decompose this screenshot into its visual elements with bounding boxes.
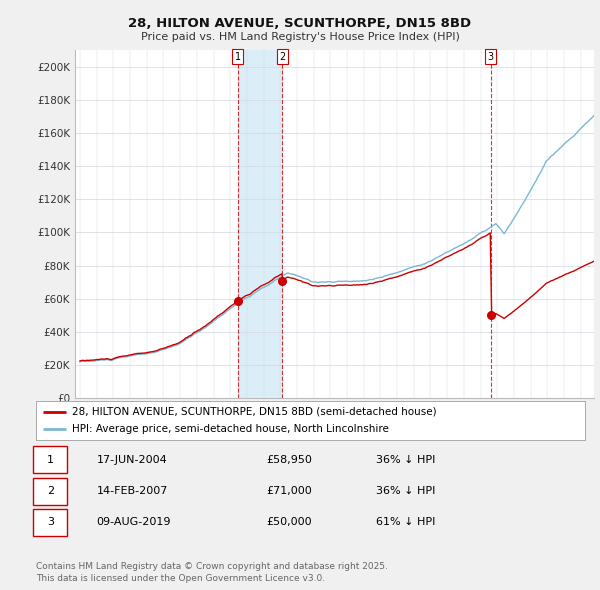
Text: £50,000: £50,000 xyxy=(266,517,312,527)
Text: 17-JUN-2004: 17-JUN-2004 xyxy=(97,455,167,465)
Text: 2: 2 xyxy=(279,52,286,62)
Text: 61% ↓ HPI: 61% ↓ HPI xyxy=(376,517,436,527)
FancyBboxPatch shape xyxy=(33,509,67,536)
Text: 3: 3 xyxy=(47,517,54,527)
Text: 3: 3 xyxy=(488,52,494,62)
Text: 36% ↓ HPI: 36% ↓ HPI xyxy=(376,455,436,465)
Text: £58,950: £58,950 xyxy=(266,455,313,465)
Text: Contains HM Land Registry data © Crown copyright and database right 2025.
This d: Contains HM Land Registry data © Crown c… xyxy=(36,562,388,583)
Text: 28, HILTON AVENUE, SCUNTHORPE, DN15 8BD: 28, HILTON AVENUE, SCUNTHORPE, DN15 8BD xyxy=(128,17,472,30)
Text: 09-AUG-2019: 09-AUG-2019 xyxy=(97,517,171,527)
Text: 1: 1 xyxy=(47,455,54,465)
FancyBboxPatch shape xyxy=(33,447,67,473)
Text: Price paid vs. HM Land Registry's House Price Index (HPI): Price paid vs. HM Land Registry's House … xyxy=(140,32,460,42)
Text: 1: 1 xyxy=(235,52,241,62)
Text: £71,000: £71,000 xyxy=(266,486,313,496)
FancyBboxPatch shape xyxy=(33,478,67,504)
Text: HPI: Average price, semi-detached house, North Lincolnshire: HPI: Average price, semi-detached house,… xyxy=(71,424,389,434)
Bar xyxy=(238,50,282,398)
Text: 28, HILTON AVENUE, SCUNTHORPE, DN15 8BD (semi-detached house): 28, HILTON AVENUE, SCUNTHORPE, DN15 8BD … xyxy=(71,407,436,417)
Text: 14-FEB-2007: 14-FEB-2007 xyxy=(97,486,168,496)
Text: 2: 2 xyxy=(47,486,54,496)
Text: 36% ↓ HPI: 36% ↓ HPI xyxy=(376,486,436,496)
